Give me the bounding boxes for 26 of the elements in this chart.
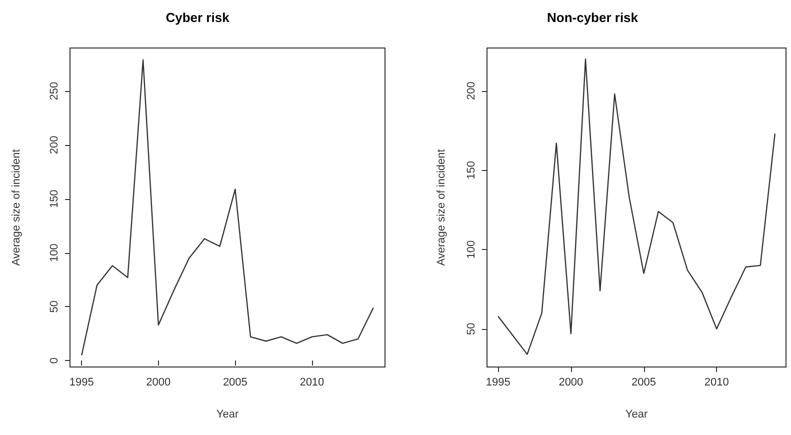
y-tick-label: 100 — [466, 240, 478, 259]
y-tick-label: 150 — [48, 190, 60, 208]
y-tick-label: 50 — [466, 322, 478, 336]
y-axis-title: Average size of incident — [436, 149, 448, 266]
x-tick-label: 2010 — [704, 376, 729, 388]
x-axis-title: Year — [216, 408, 239, 420]
y-tick-label: 200 — [48, 136, 60, 154]
y-tick-label: 50 — [48, 300, 60, 313]
x-tick-label: 1995 — [69, 376, 94, 388]
line-series — [497, 58, 776, 355]
x-tick-label: 2000 — [558, 376, 584, 388]
chart-title: Cyber risk — [166, 10, 230, 25]
y-tick-label: 100 — [48, 244, 60, 262]
x-tick-label: 2000 — [146, 376, 171, 388]
x-tick-label: 2005 — [222, 376, 248, 388]
y-tick-label: 200 — [466, 82, 478, 100]
y-tick-label: 150 — [466, 161, 478, 180]
x-axis-title: Year — [625, 408, 648, 420]
line-series — [81, 59, 374, 356]
y-axis-title: Average size of incident — [10, 149, 22, 266]
y-tick-label: 250 — [48, 82, 60, 100]
x-tick-label: 1995 — [486, 376, 510, 388]
x-tick-label: 2010 — [300, 376, 324, 388]
x-tick-label: 2005 — [632, 376, 656, 388]
y-tick-label: 0 — [48, 357, 60, 364]
chart-title: Non-cyber risk — [546, 10, 639, 25]
